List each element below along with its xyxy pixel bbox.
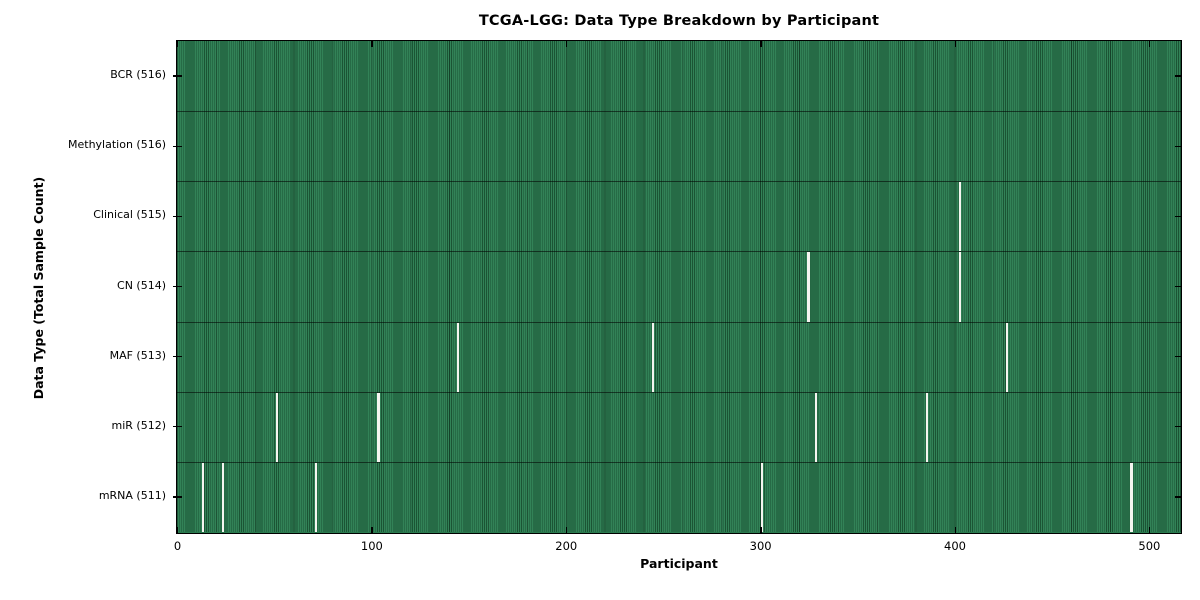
y-tick-label: Clinical (515)	[93, 208, 166, 222]
y-tick-label: miR (512)	[111, 418, 167, 432]
plot-area: Present Absent	[173, 40, 1182, 534]
heatmap-rows	[177, 41, 1181, 532]
absent-stripe	[221, 462, 224, 532]
x-tick-label: 0	[173, 539, 182, 553]
heatmap-row-mir	[177, 391, 1181, 462]
x-tick-label: 200	[555, 539, 578, 553]
x-tick-label: 500	[1138, 539, 1161, 553]
y-tick-label: mRNA (511)	[98, 488, 166, 502]
absent-stripe	[651, 322, 654, 392]
heatmap-row-clinical	[177, 181, 1181, 252]
absent-stripe	[457, 322, 460, 392]
y-tick-mark	[173, 75, 182, 77]
y-tick-mark	[1175, 285, 1181, 288]
y-tick-label: MAF (513)	[109, 348, 166, 362]
heatmap-row-methylation	[177, 111, 1181, 182]
heatmap-row-cn	[177, 251, 1181, 322]
x-tick-label: 100	[360, 539, 383, 553]
y-tick-label: BCR (516)	[110, 68, 166, 82]
y-tick-mark	[173, 355, 182, 358]
absent-stripe	[926, 392, 929, 462]
y-tick-mark	[1175, 145, 1181, 147]
x-tick-mark	[177, 41, 179, 47]
x-tick-mark	[565, 527, 568, 533]
heatmap-row-maf	[177, 321, 1181, 392]
chart-title: TCGA-LGG: Data Type Breakdown by Partici…	[478, 13, 880, 29]
absent-stripe	[807, 252, 810, 322]
absent-stripe	[1130, 462, 1133, 532]
y-tick-mark	[173, 145, 182, 147]
x-tick-mark	[760, 527, 762, 533]
x-tick-mark	[1148, 527, 1151, 533]
y-tick-mark	[173, 426, 182, 428]
x-tick-label: 400	[944, 539, 966, 553]
x-tick-label: 300	[749, 539, 772, 553]
x-tick-mark	[371, 527, 373, 533]
absent-stripe	[1005, 322, 1009, 392]
y-tick-label: Methylation (516)	[68, 138, 166, 152]
x-tick-mark	[760, 41, 762, 47]
heatmap-row-bcr	[177, 41, 1181, 112]
absent-stripe	[315, 462, 318, 532]
absent-stripe	[959, 252, 962, 322]
x-tick-mark	[954, 41, 956, 47]
x-tick-mark	[371, 41, 373, 47]
absent-stripe	[276, 392, 279, 462]
y-tick-mark	[173, 215, 182, 218]
absent-stripe	[815, 392, 818, 462]
y-tick-mark	[173, 285, 182, 288]
absent-stripe	[760, 462, 763, 532]
x-tick-mark	[565, 41, 568, 47]
y-tick-label: CN (514)	[117, 278, 166, 292]
y-tick-mark	[1175, 215, 1181, 218]
absent-stripe	[959, 182, 962, 252]
x-tick-mark	[1148, 41, 1151, 47]
absent-stripe	[377, 392, 380, 462]
x-axis-label: Participant	[640, 556, 718, 571]
x-tick-mark	[177, 527, 179, 533]
x-tick-mark	[954, 527, 956, 533]
y-tick-mark	[1175, 496, 1181, 498]
heatmap-row-mrna	[177, 461, 1181, 532]
y-tick-mark	[1175, 426, 1181, 428]
y-tick-mark	[173, 496, 182, 498]
y-tick-mark	[1175, 75, 1181, 77]
y-tick-mark	[1175, 355, 1181, 358]
absent-stripe	[202, 462, 205, 532]
